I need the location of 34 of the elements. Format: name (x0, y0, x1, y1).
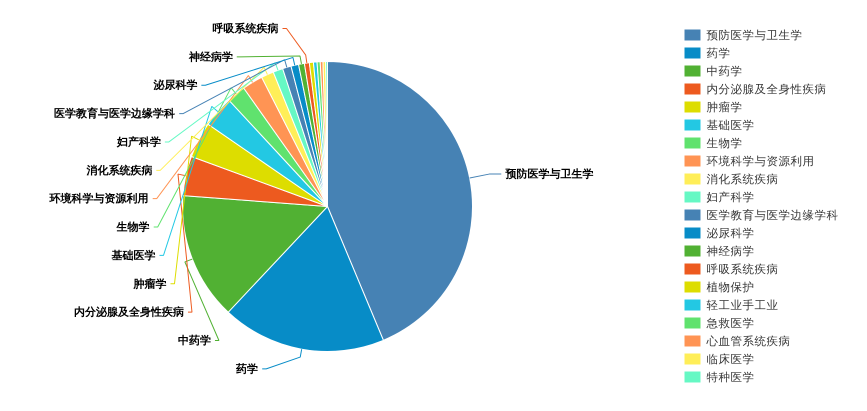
legend-label: 植物保护 (706, 280, 754, 294)
slice-label: 环境科学与资源利用 (48, 192, 149, 206)
slice-label: 预防医学与卫生学 (504, 168, 594, 181)
legend-label: 肿瘤学 (706, 100, 742, 114)
legend-label: 药学 (706, 46, 730, 60)
legend-label: 神经病学 (706, 244, 754, 258)
legend-label: 临床医学 (706, 352, 754, 366)
legend-label: 轻工业手工业 (706, 298, 778, 312)
legend-label: 中药学 (706, 64, 742, 78)
legend-label: 生物学 (706, 136, 742, 150)
slice-label: 肿瘤学 (132, 277, 166, 290)
slice-label: 基础医学 (110, 248, 156, 262)
slice-label: 神经病学 (188, 50, 233, 64)
slice-label: 医学教育与医学边缘学科 (54, 107, 176, 120)
legend-label: 消化系统疾病 (706, 172, 778, 186)
slice-label: 泌尿科学 (152, 78, 198, 92)
legend-label: 医学教育与医学边缘学科 (706, 208, 838, 222)
legend-label: 预防医学与卫生学 (706, 28, 802, 42)
legend-label: 特种医学 (706, 370, 754, 384)
legend-label: 心血管系统疾病 (706, 334, 790, 348)
legend-label: 环境科学与资源利用 (706, 154, 814, 168)
legend-label: 泌尿科学 (706, 226, 754, 240)
slice-label: 生物学 (116, 220, 150, 234)
legend-label: 妇产科学 (706, 190, 754, 204)
legend-label: 急救医学 (706, 316, 754, 330)
slice-label: 消化系统疾病 (85, 164, 152, 177)
legend-label: 基础医学 (706, 118, 754, 132)
legend-label: 呼吸系统疾病 (706, 262, 778, 276)
slice-label: 呼吸系统疾病 (212, 22, 278, 35)
legend-label: 内分泌腺及全身性疾病 (706, 82, 826, 96)
slice-label: 中药学 (178, 334, 211, 347)
slice-label: 妇产科学 (116, 135, 161, 148)
slice-label: 药学 (235, 362, 258, 376)
slice-label: 内分泌腺及全身性疾病 (74, 306, 184, 319)
